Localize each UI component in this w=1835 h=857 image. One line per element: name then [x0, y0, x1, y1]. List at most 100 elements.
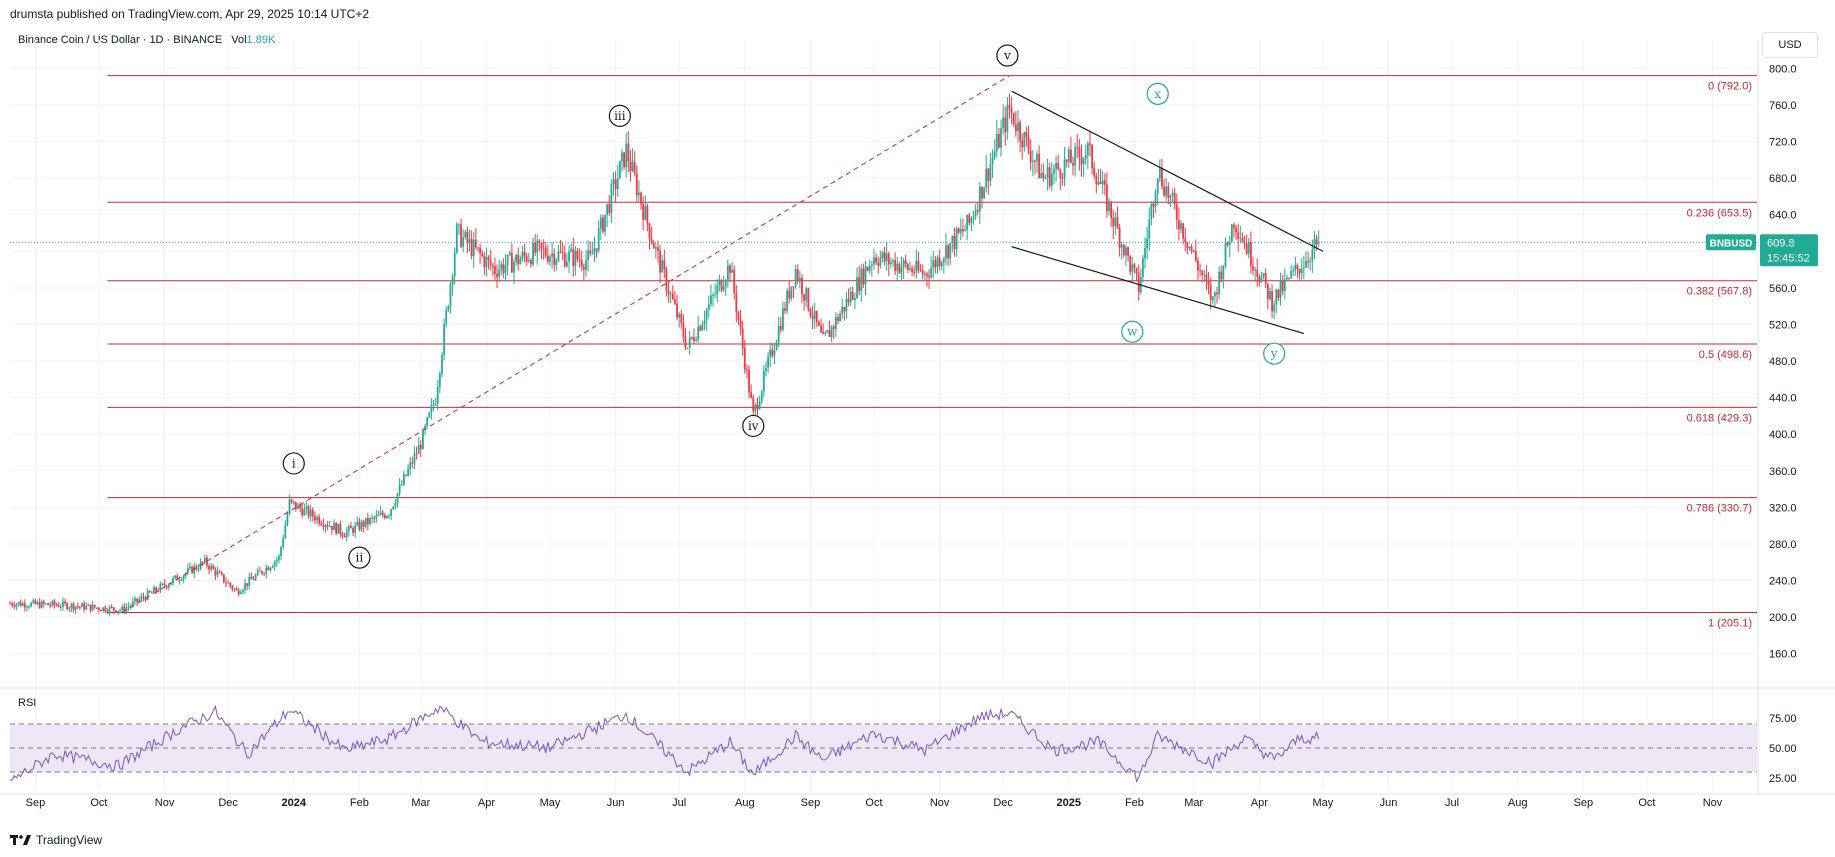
candle	[189, 562, 191, 571]
candle-body	[1317, 242, 1320, 245]
channel-lower-line	[1011, 246, 1305, 335]
candle-body	[1264, 273, 1267, 284]
candle-body	[422, 429, 424, 450]
candle-body	[108, 606, 111, 613]
candle	[394, 499, 397, 509]
candle	[532, 237, 534, 267]
candle	[72, 602, 75, 613]
candle-body	[216, 571, 219, 576]
candle	[911, 265, 913, 277]
x-tick-label: Nov	[1703, 797, 1723, 809]
candle-body	[767, 357, 769, 368]
currency-button[interactable]: USD	[1762, 32, 1818, 58]
candle-body	[98, 607, 100, 611]
candle-body	[335, 523, 338, 534]
candle	[1298, 268, 1301, 281]
candle-body	[42, 601, 45, 604]
candle-body	[949, 243, 952, 259]
candle	[832, 324, 835, 339]
candle	[650, 226, 653, 245]
candle-body	[284, 525, 287, 539]
candle	[193, 563, 196, 579]
candle-body	[1046, 167, 1049, 178]
candle	[112, 606, 115, 614]
candle	[621, 148, 623, 172]
candle	[648, 222, 651, 250]
price-tag-background	[1760, 234, 1818, 267]
candle	[1271, 284, 1273, 319]
candle	[218, 569, 221, 574]
candle	[148, 590, 151, 594]
symbol-header: Binance Coin / US Dollar · 1D · BINANCE …	[18, 34, 275, 46]
candle	[1021, 133, 1024, 160]
candle	[856, 268, 858, 300]
candle	[9, 600, 11, 605]
candle	[104, 605, 107, 614]
elliott-wave-text: v	[1003, 48, 1011, 62]
x-tick-label: Oct	[90, 797, 107, 809]
candle	[923, 270, 926, 281]
candle-body	[402, 474, 405, 485]
candle	[449, 281, 452, 314]
candle-body	[428, 412, 431, 418]
candle-body	[822, 332, 825, 335]
candle	[1099, 169, 1102, 185]
candle-body	[337, 524, 340, 534]
candle-body	[648, 223, 651, 239]
candle-body	[530, 260, 532, 265]
candle-body	[1205, 274, 1208, 281]
elliott-wave-text: iii	[614, 109, 626, 123]
candle	[563, 245, 566, 268]
candle-body	[1063, 159, 1066, 179]
candle	[1256, 258, 1259, 287]
candle	[472, 231, 475, 269]
x-tick-label: Feb	[350, 797, 369, 809]
candle	[303, 503, 306, 516]
x-tick-label: Jun	[1380, 797, 1398, 809]
candle-body	[932, 260, 935, 268]
candle	[1201, 269, 1204, 283]
candle-body	[153, 587, 155, 593]
candle-body	[968, 214, 971, 223]
candle-body	[674, 299, 676, 304]
candle-body	[426, 417, 429, 427]
candle-body	[1178, 219, 1180, 230]
candle	[991, 149, 994, 178]
candle	[98, 606, 100, 614]
candle	[690, 336, 693, 341]
candle-body	[856, 277, 858, 299]
symbol-tag-background	[1706, 234, 1756, 251]
candle-body	[64, 601, 66, 604]
candle-body	[534, 242, 537, 253]
candle-body	[485, 256, 488, 268]
candle	[987, 167, 990, 195]
candle	[78, 606, 81, 611]
candle	[580, 251, 583, 271]
candle	[1302, 255, 1305, 279]
tradingview-logo[interactable]: TradingView	[10, 832, 102, 848]
candle	[1260, 271, 1263, 283]
candle-body	[447, 306, 450, 311]
candle	[1106, 172, 1108, 218]
elliott-wave-label: ii	[348, 546, 371, 569]
candle-body	[515, 254, 518, 262]
candle-body	[206, 557, 208, 566]
candle	[282, 534, 285, 550]
candle	[468, 229, 471, 252]
candle	[966, 214, 969, 241]
candle	[466, 226, 469, 253]
candle-body	[885, 253, 888, 261]
candle	[366, 512, 369, 531]
candle-body	[1188, 246, 1191, 249]
candle-body	[407, 468, 410, 476]
candle	[589, 241, 592, 257]
candle-body	[538, 240, 541, 243]
candle	[527, 252, 530, 264]
y-tick-label: 240.0	[1769, 576, 1797, 588]
candle	[1059, 168, 1062, 190]
candle	[1017, 110, 1019, 143]
candle-body	[1095, 176, 1098, 185]
candle	[769, 342, 772, 367]
candle	[504, 254, 507, 282]
